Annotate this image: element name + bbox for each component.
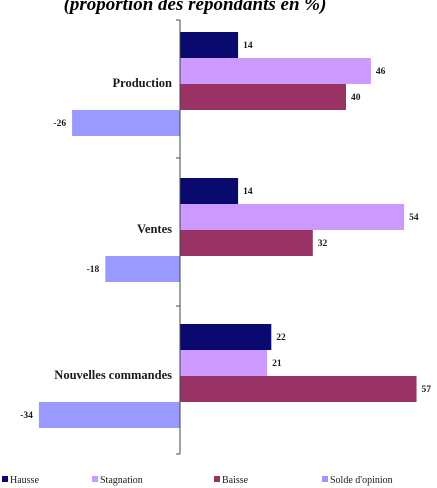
legend-swatch-solde-d-opinion [322,476,328,482]
value-label-ventes-hausse: 14 [243,187,253,197]
chart-title: (proportion des répondants en %) [64,0,327,15]
value-label-nouvelles-commandes-stagnation: 21 [272,359,282,369]
bars-layer: 14 46 40 -26 14 54 32 -18 22 21 57 -34 [20,32,431,428]
legend-label-hausse: Hausse [10,475,39,486]
legend-swatch-hausse [2,476,8,482]
bar-ventes-stagnation [180,204,405,230]
legend-swatch-stagnation [92,476,98,482]
legend-label-stagnation: Stagnation [100,475,143,486]
legend-label-baisse: Baisse [222,475,249,486]
bar-production-baisse [180,84,346,110]
axis-layer: Production Ventes Nouvelles commandes [54,19,181,455]
value-label-production-hausse: 14 [243,41,253,51]
bar-nouvelles-commandes-baisse [180,376,417,402]
value-label-ventes-stagnation: 54 [409,213,419,223]
bar-ventes-baisse [180,230,313,256]
value-label-production-solde-d-opinion: -26 [53,119,66,129]
legend-swatch-baisse [214,476,220,482]
bar-ventes-solde-d-opinion [105,256,180,282]
value-label-ventes-solde-d-opinion: -18 [87,265,100,275]
bar-nouvelles-commandes-stagnation [180,350,268,376]
value-label-production-baisse: 40 [351,93,361,103]
category-label-production: Production [113,76,173,90]
bar-nouvelles-commandes-hausse [180,324,272,350]
value-label-nouvelles-commandes-baisse: 57 [422,385,432,395]
value-label-production-stagnation: 46 [376,67,386,77]
value-label-nouvelles-commandes-solde-d-opinion: -34 [20,411,33,421]
bar-ventes-hausse [180,178,239,204]
bar-production-hausse [180,32,239,58]
bar-nouvelles-commandes-solde-d-opinion [38,402,181,428]
category-label-nouvelles-commandes: Nouvelles commandes [54,368,172,382]
category-label-ventes: Ventes [137,222,172,236]
legend-label-solde-d-opinion: Solde d'opinion [330,475,393,486]
legend: Hausse Stagnation Baisse Solde d'opinion [2,475,393,486]
bar-production-solde-d-opinion [72,110,180,136]
value-label-ventes-baisse: 32 [318,239,328,249]
bar-production-stagnation [180,58,371,84]
value-label-nouvelles-commandes-hausse: 22 [276,333,286,343]
